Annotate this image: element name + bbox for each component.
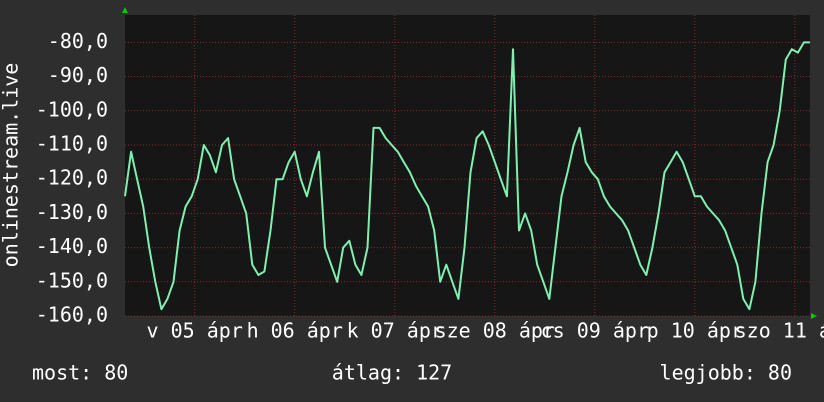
axis-arrow: [122, 7, 128, 13]
x-tick-label: szo 11 ápr: [735, 319, 824, 343]
footer-current: most: 80: [32, 361, 128, 385]
x-tick-label: h 06 ápr: [247, 319, 343, 343]
x-tick-label: v 05 ápr: [147, 319, 243, 343]
y-tick-label: -150,0: [36, 268, 108, 292]
y-tick-label: -160,0: [36, 303, 108, 327]
x-tick-label: p 10 ápr: [647, 319, 743, 343]
y-tick-label: -120,0: [36, 166, 108, 190]
y-axis-label: onlinestream.live: [0, 63, 23, 268]
footer-max: legjobb: 80: [660, 361, 792, 385]
x-tick-label: k 07 ápr: [347, 319, 443, 343]
y-tick-label: -110,0: [36, 131, 108, 155]
x-tick-label: cs 09 ápr: [541, 319, 649, 343]
y-tick-label: -130,0: [36, 200, 108, 224]
footer-average: átlag: 127: [332, 361, 452, 385]
y-tick-label: -100,0: [36, 97, 108, 121]
y-tick-label: -140,0: [36, 234, 108, 258]
data-line: [124, 41, 810, 311]
y-tick-label: -80,0: [48, 29, 108, 53]
x-tick-label: sze 08 ápr: [435, 319, 555, 343]
axis-arrow: [811, 313, 817, 319]
plot-area: [125, 15, 810, 316]
y-tick-label: -90,0: [48, 63, 108, 87]
